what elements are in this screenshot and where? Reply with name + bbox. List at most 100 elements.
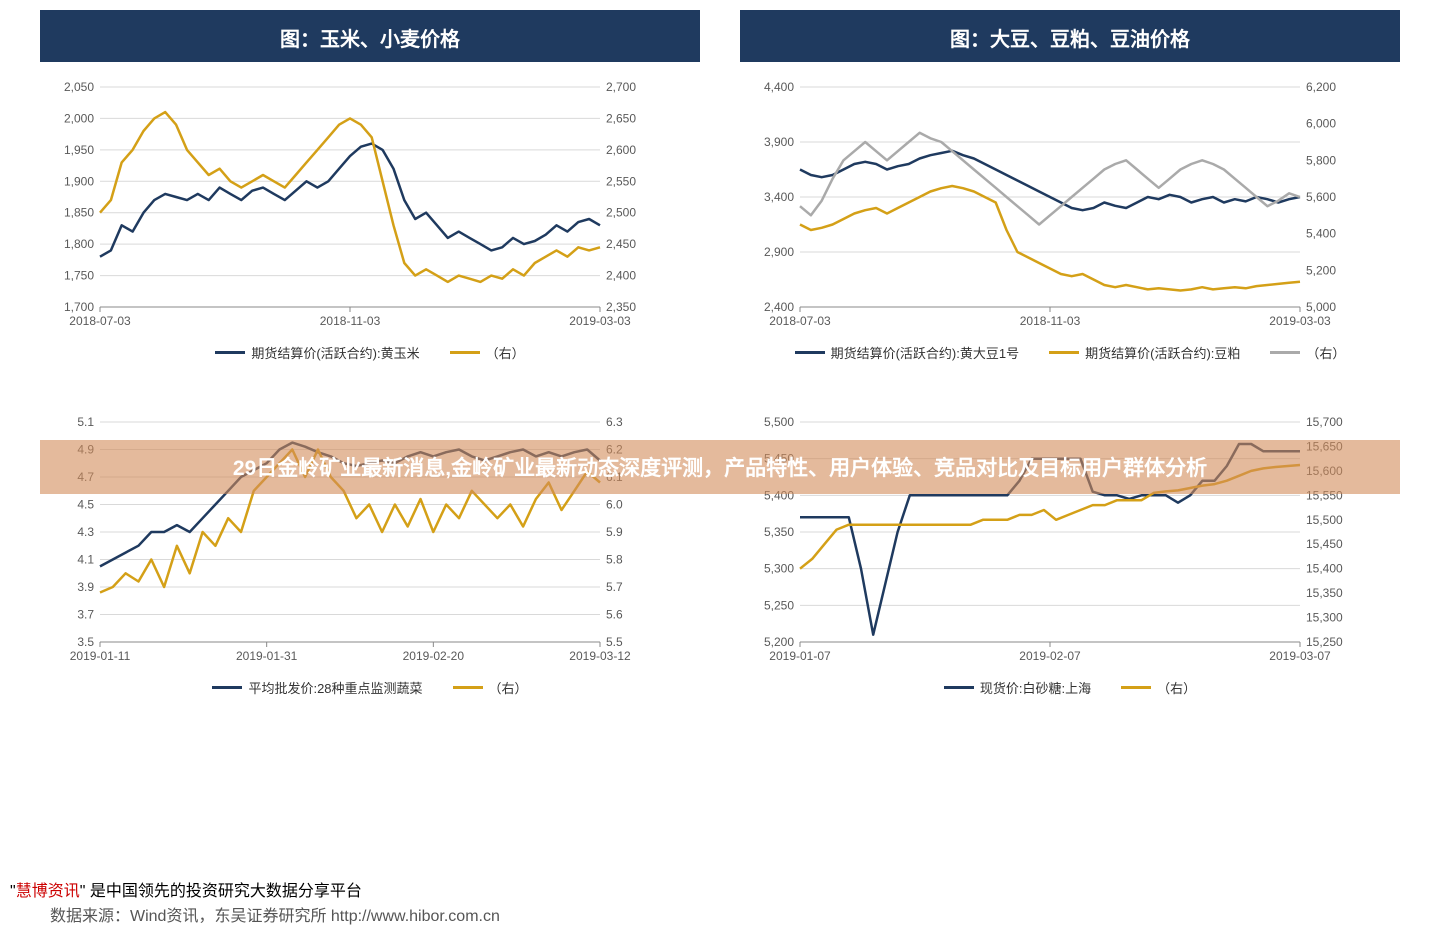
svg-text:2,600: 2,600 [606, 143, 636, 157]
svg-text:4.1: 4.1 [77, 553, 94, 567]
svg-text:2019-01-07: 2019-01-07 [769, 649, 831, 663]
legend-item: （右） [1270, 343, 1345, 362]
svg-text:2019-02-20: 2019-02-20 [403, 649, 465, 663]
svg-text:3.9: 3.9 [77, 580, 94, 594]
svg-text:5.6: 5.6 [606, 608, 623, 622]
svg-text:1,850: 1,850 [64, 206, 94, 220]
legend-swatch [1270, 351, 1300, 354]
svg-text:6.3: 6.3 [606, 415, 623, 429]
chart-legend: 平均批发价:28种重点监测蔬菜 （右） [40, 678, 700, 697]
svg-text:2019-03-12: 2019-03-12 [569, 649, 631, 663]
svg-text:5,200: 5,200 [1306, 263, 1336, 277]
chart1: 1,700 1,750 1,800 1,850 1,900 1,950 2,000 2,050… [40, 77, 700, 362]
svg-text:1,750: 1,750 [64, 269, 94, 283]
svg-text:15,250: 15,250 [1306, 635, 1343, 649]
svg-text:5.9: 5.9 [606, 525, 623, 539]
chart-legend: 期货结算价(活跃合约):黄大豆1号 期货结算价(活跃合约):豆粕 （右） [740, 343, 1400, 362]
svg-text:4.3: 4.3 [77, 525, 94, 539]
svg-text:2019-02-07: 2019-02-07 [1019, 649, 1081, 663]
chart1-title: 图：玉米、小麦价格 [40, 10, 700, 62]
legend-label: 期货结算价(活跃合约):豆粕 [1085, 343, 1240, 362]
svg-text:5,250: 5,250 [764, 598, 794, 612]
legend-item: （右） [453, 678, 528, 697]
legend-item: 期货结算价(活跃合约):豆粕 [1049, 343, 1240, 362]
svg-text:2,650: 2,650 [606, 111, 636, 125]
svg-text:2,400: 2,400 [764, 300, 794, 314]
svg-text:5,350: 5,350 [764, 525, 794, 539]
svg-text:6,000: 6,000 [1306, 117, 1336, 131]
legend-label: 平均批发价:28种重点监测蔬菜 [248, 678, 422, 697]
svg-text:5.5: 5.5 [606, 635, 623, 649]
svg-text:5,300: 5,300 [764, 562, 794, 576]
svg-text:2019-03-07: 2019-03-07 [1269, 649, 1331, 663]
svg-text:2,550: 2,550 [606, 174, 636, 188]
chart2: 2,400 2,900 3,400 3,900 4,400 5,000 5,200 5,400… [740, 77, 1400, 362]
legend-swatch [795, 351, 825, 354]
svg-text:2,350: 2,350 [606, 300, 636, 314]
svg-text:6,200: 6,200 [1306, 80, 1336, 94]
legend-label: （右） [486, 343, 525, 362]
legend-swatch [453, 686, 483, 689]
svg-text:5,500: 5,500 [764, 415, 794, 429]
svg-text:5,600: 5,600 [1306, 190, 1336, 204]
svg-text:2,400: 2,400 [606, 269, 636, 283]
legend-swatch [212, 686, 242, 689]
svg-text:5,000: 5,000 [1306, 300, 1336, 314]
legend-item: 现货价:白砂糖:上海 [944, 678, 1091, 697]
legend-label: 期货结算价(活跃合约):黄大豆1号 [831, 343, 1020, 362]
svg-text:3,400: 3,400 [764, 190, 794, 204]
svg-text:5.1: 5.1 [77, 415, 94, 429]
legend-swatch [450, 351, 480, 354]
legend-label: 现货价:白砂糖:上海 [980, 678, 1091, 697]
svg-text:1,700: 1,700 [64, 300, 94, 314]
legend-label: （右） [1306, 343, 1345, 362]
svg-text:5,800: 5,800 [1306, 153, 1336, 167]
legend-swatch [1121, 686, 1151, 689]
svg-text:15,450: 15,450 [1306, 537, 1343, 551]
svg-text:5,200: 5,200 [764, 635, 794, 649]
footer-source: 数据来源：Wind资讯，东吴证券研究所 http://www.hibor.com… [50, 902, 500, 926]
svg-text:2,900: 2,900 [764, 245, 794, 259]
chart-legend: 期货结算价(活跃合约):黄玉米 （右） [40, 343, 700, 362]
svg-text:2019-01-11: 2019-01-11 [70, 649, 131, 663]
svg-text:2019-03-03: 2019-03-03 [569, 314, 631, 328]
svg-text:15,300: 15,300 [1306, 611, 1343, 625]
svg-text:5.7: 5.7 [606, 580, 623, 594]
svg-text:2019-01-31: 2019-01-31 [236, 649, 298, 663]
svg-text:2,000: 2,000 [64, 111, 94, 125]
svg-text:4.5: 4.5 [77, 498, 94, 512]
overlay-banner: 29日金岭矿业最新消息,金岭矿业最新动态深度评测，产品特性、用户体验、竞品对比及… [40, 440, 1400, 494]
svg-text:2018-07-03: 2018-07-03 [69, 314, 131, 328]
svg-text:1,900: 1,900 [64, 174, 94, 188]
svg-text:2018-11-03: 2018-11-03 [320, 314, 381, 328]
svg-text:5.8: 5.8 [606, 553, 623, 567]
legend-swatch [944, 686, 974, 689]
legend-swatch [1049, 351, 1079, 354]
svg-text:2,700: 2,700 [606, 80, 636, 94]
legend-item: 期货结算价(活跃合约):黄大豆1号 [795, 343, 1020, 362]
chart2-title: 图：大豆、豆粕、豆油价格 [740, 10, 1400, 62]
chart-legend: 现货价:白砂糖:上海 （右） [740, 678, 1400, 697]
svg-text:4,400: 4,400 [764, 80, 794, 94]
legend-item: 平均批发价:28种重点监测蔬菜 [212, 678, 422, 697]
svg-text:15,350: 15,350 [1306, 586, 1343, 600]
svg-text:2018-07-03: 2018-07-03 [769, 314, 831, 328]
svg-text:2,500: 2,500 [606, 206, 636, 220]
legend-label: （右） [489, 678, 528, 697]
svg-text:5,400: 5,400 [1306, 227, 1336, 241]
svg-text:1,800: 1,800 [64, 237, 94, 251]
svg-text:2019-03-03: 2019-03-03 [1269, 314, 1331, 328]
svg-text:2018-11-03: 2018-11-03 [1020, 314, 1081, 328]
svg-text:2,050: 2,050 [64, 80, 94, 94]
svg-text:15,400: 15,400 [1306, 562, 1343, 576]
legend-item: （右） [1121, 678, 1196, 697]
legend-item: 期货结算价(活跃合约):黄玉米 [215, 343, 419, 362]
svg-text:1,950: 1,950 [64, 143, 94, 157]
legend-label: （右） [1157, 678, 1196, 697]
legend-swatch [215, 351, 245, 354]
legend-item: （右） [450, 343, 525, 362]
svg-text:3.7: 3.7 [77, 608, 94, 622]
svg-text:15,700: 15,700 [1306, 415, 1343, 429]
svg-text:3,900: 3,900 [764, 135, 794, 149]
svg-text:3.5: 3.5 [77, 635, 94, 649]
